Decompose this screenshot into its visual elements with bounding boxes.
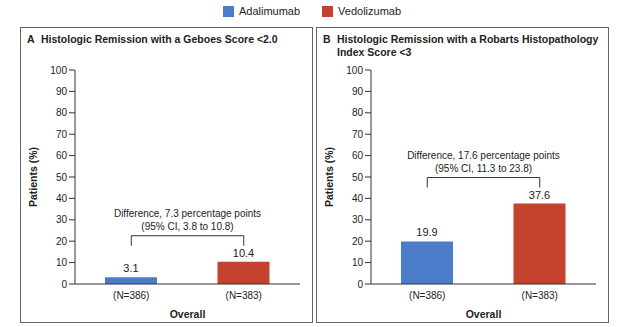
svg-text:19.9: 19.9: [416, 226, 437, 238]
svg-text:(N=383): (N=383): [226, 290, 262, 301]
svg-text:Overall: Overall: [170, 308, 206, 320]
svg-text:(N=386): (N=386): [409, 290, 445, 301]
svg-text:90: 90: [56, 86, 68, 97]
svg-text:40: 40: [352, 193, 364, 204]
svg-text:70: 70: [352, 129, 364, 140]
html-text:Vedolizumab: Vedolizumab: [338, 5, 402, 17]
svg-text:Difference, 7.3 percentage poi: Difference, 7.3 percentage points: [114, 208, 261, 219]
svg-text:10: 10: [56, 257, 68, 268]
svg-text:3.1: 3.1: [123, 262, 138, 274]
svg-text:Difference, 17.6 percentage po: Difference, 17.6 percentage points: [407, 150, 560, 161]
svg-text:(95% CI, 3.8 to 10.8): (95% CI, 3.8 to 10.8): [141, 221, 233, 232]
svg-text:100: 100: [346, 65, 363, 76]
svg-text:50: 50: [352, 172, 364, 183]
html-text:Adalimumab: Adalimumab: [238, 5, 301, 17]
html-text:Histologic Remission with a Ge: Histologic Remission with a Geboes Score…: [41, 33, 278, 45]
svg-text:0: 0: [357, 279, 363, 290]
svg-text:Overall: Overall: [466, 308, 502, 320]
svg-text:80: 80: [352, 107, 364, 118]
svg-text:Patients (%): Patients (%): [27, 147, 39, 207]
svg-text:40: 40: [56, 193, 68, 204]
svg-text:90: 90: [352, 86, 364, 97]
svg-text:10: 10: [352, 257, 364, 268]
svg-text:20: 20: [56, 236, 68, 247]
html-text:Histologic Remission with a Ro: Histologic Remission with a Robarts Hist…: [337, 33, 599, 58]
svg-text:10.4: 10.4: [233, 247, 254, 259]
svg-text:Patients (%): Patients (%): [323, 147, 335, 207]
svg-text:(95% CI, 11.3 to 23.8): (95% CI, 11.3 to 23.8): [435, 163, 532, 174]
svg-text:60: 60: [352, 150, 364, 161]
svg-text:37.6: 37.6: [529, 189, 550, 201]
svg-text:20: 20: [352, 236, 364, 247]
svg-text:60: 60: [56, 150, 68, 161]
svg-text:(N=383): (N=383): [522, 290, 558, 301]
svg-text:80: 80: [56, 107, 68, 118]
html-text:B: B: [323, 33, 331, 45]
svg-text:(N=386): (N=386): [113, 290, 149, 301]
svg-text:100: 100: [50, 65, 67, 76]
svg-text:30: 30: [56, 214, 68, 225]
svg-text:30: 30: [352, 214, 364, 225]
svg-text:0: 0: [61, 279, 67, 290]
html-text:A: A: [27, 33, 35, 45]
svg-text:70: 70: [56, 129, 68, 140]
svg-text:50: 50: [56, 172, 68, 183]
